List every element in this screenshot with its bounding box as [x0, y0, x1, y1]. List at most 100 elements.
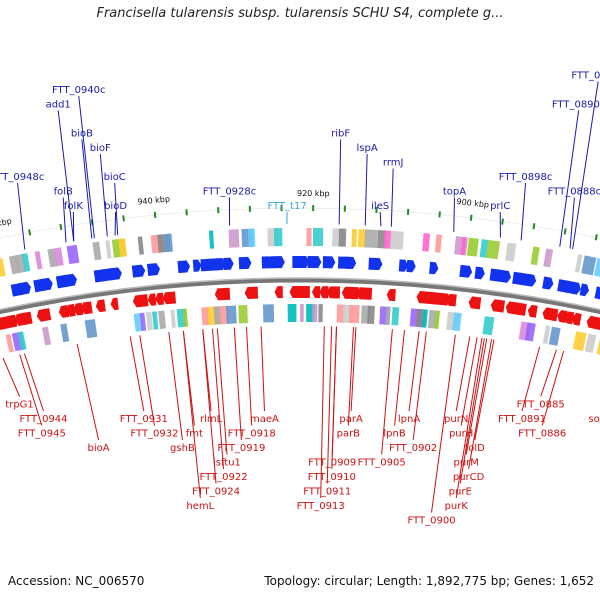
cog-forward-box [479, 239, 489, 258]
label-leader-line [541, 351, 565, 426]
bottom-gene-label: FTT_0886 [518, 429, 566, 440]
cog-reverse-box [482, 316, 495, 336]
ruler-ring [0, 207, 600, 239]
reverse-gene-arrow [593, 317, 600, 331]
cog-forward-box [357, 229, 366, 248]
reverse-gene-arrow [155, 292, 165, 306]
forward-gene-arrow [18, 281, 31, 296]
reverse-gene-arrow [311, 286, 321, 299]
reverse-gene-arrow [527, 304, 538, 318]
label-leader-line [474, 339, 495, 441]
label-leader-line [331, 326, 337, 470]
forward-gene-arrow [307, 256, 322, 269]
genome-backbone [0, 277, 600, 315]
cog-forward-box [574, 254, 583, 273]
cog-reverse-box [596, 338, 600, 355]
top-gene-label: FTT_0928c [203, 187, 257, 198]
cog-forward-box [505, 242, 517, 262]
accession-text: Accession: NC_006570 [8, 574, 145, 588]
forward-gene-arrow [398, 259, 409, 272]
cog-reverse-box [348, 304, 360, 324]
ruler-tick [122, 215, 125, 222]
cog-reverse-box [60, 323, 70, 343]
cog-forward-box [247, 228, 256, 247]
top-gene-label: FTT_0890c [552, 100, 600, 111]
forward-gene-arrow [368, 257, 383, 271]
reverse-gene-arrow [147, 293, 157, 306]
forward-gene-arrow [459, 264, 473, 278]
cog-reverse-box [287, 304, 297, 323]
cog-forward-box [34, 250, 43, 270]
reverse-gene-arrow [356, 287, 368, 300]
reverse-gene-arrow [132, 294, 145, 308]
forward-gene-arrow [406, 259, 416, 273]
forward-gene-arrow [322, 256, 336, 269]
ruler-tick [469, 214, 473, 221]
cog-reverse-box [170, 309, 176, 328]
bottom-gene-label: FTT_0919 [217, 443, 265, 454]
cog-forward-box [21, 253, 31, 272]
cog-forward-box [389, 230, 404, 250]
bottom-gene-label: parB [337, 429, 361, 440]
reverse-gene-arrow [490, 299, 506, 313]
forward-gene-arrow [579, 283, 589, 297]
cog-forward-box [273, 228, 283, 247]
bottom-gene-label: FTT_0944 [19, 414, 67, 425]
label-leader-line [453, 197, 455, 232]
cog-reverse-box [225, 305, 237, 324]
cog-forward-box [312, 228, 324, 247]
reverse-gene-arrow [468, 296, 482, 310]
cog-reverse-box [385, 306, 391, 325]
cog-forward-box [228, 229, 240, 248]
reverse-gene-arrow [438, 293, 449, 306]
cog-reverse-box [312, 304, 318, 323]
cog-reverse-box [5, 333, 14, 353]
top-gene-label: bioD [104, 201, 127, 212]
bottom-gene-label: fmt [186, 429, 203, 440]
top-gene-label: FTT_t17 [267, 201, 306, 212]
label-leader-line [465, 338, 488, 455]
bottom-gene-label: FTT_0945 [18, 429, 66, 440]
cog-forward-box [163, 233, 173, 253]
bottom-gene-label: purCD [453, 472, 485, 483]
ruler-tick [28, 229, 32, 236]
forward-gene-arrow [474, 266, 485, 280]
top-gene-label: FTT_0940c [52, 85, 106, 96]
top-gene-label: add1 [46, 100, 71, 111]
top-gene-label: ileS [371, 201, 389, 212]
label-leader-line [129, 336, 145, 412]
label-leader-line [431, 334, 456, 513]
reverse-gene-arrow [140, 294, 149, 307]
label-leader-line [521, 346, 541, 412]
genome-title: Francisella tularensis subsp. tularensis… [96, 6, 504, 21]
cog-reverse-box [145, 311, 154, 331]
reverse-gene-arrow [326, 286, 341, 299]
cog-reverse-box [367, 305, 375, 324]
bottom-gene-label: FTT_0909 [308, 458, 356, 469]
label-leader-line [347, 327, 355, 426]
cog-reverse-box [524, 322, 536, 342]
cog-forward-box [137, 236, 144, 255]
top-gene-label: folK [64, 201, 83, 212]
bottom-gene-label: FTT_0885 [517, 400, 565, 411]
top-gene-label: prlC [490, 201, 510, 212]
bottom-gene-label: purN [444, 414, 468, 425]
leader-layer [2, 81, 599, 513]
top-gene-label: folB [54, 187, 73, 198]
bottom-gene-label: FTT_0900 [407, 516, 455, 527]
cog-forward-box [364, 229, 378, 249]
label-leader-line [114, 182, 119, 236]
cog-reverse-box [452, 312, 462, 332]
cog-reverse-box [318, 304, 323, 323]
cog-forward-box [105, 240, 112, 259]
bottom-gene-label: FTT_0905 [358, 458, 406, 469]
label-leader-line [350, 327, 357, 412]
cog-reverse-box [182, 308, 189, 327]
cog-forward-box [306, 228, 312, 247]
cog-reverse-box [548, 326, 561, 346]
top-gene-label: FTT_0948c [0, 172, 44, 183]
bottom-gene-label: FTT_0918 [228, 429, 276, 440]
label-leader-line [211, 328, 225, 470]
label-leader-line [455, 336, 471, 412]
